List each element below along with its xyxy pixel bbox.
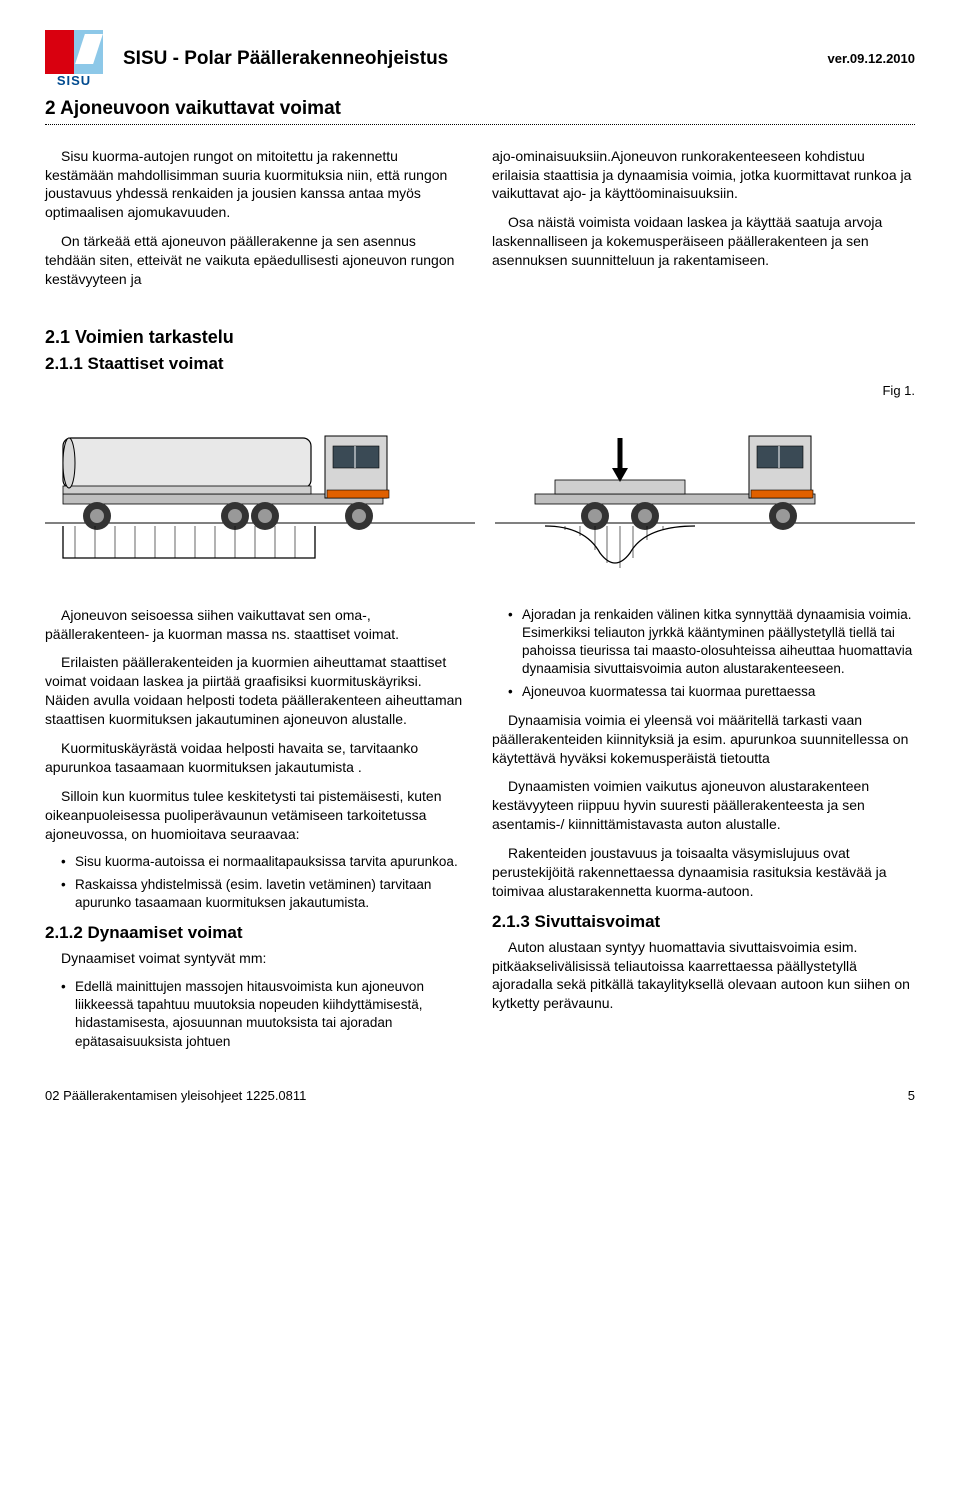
truck-tractor-diagram [495, 408, 915, 578]
sisu-logo: SISU [45, 30, 103, 88]
intro-left-p1: Sisu kuorma-autojen rungot on mitoitettu… [45, 147, 468, 223]
page-header: SISU SISU - Polar Päällerakenneohjeistus… [45, 30, 915, 88]
doc-version: ver.09.12.2010 [828, 50, 915, 68]
intro-left-p2: On tärkeää että ajoneuvon päällerakenne … [45, 232, 468, 289]
body-columns: Ajoneuvon seisoessa siihen vaikuttavat s… [45, 606, 915, 1061]
footer-page-number: 5 [908, 1087, 915, 1105]
lr-p1: Dynaamisia voimia ei yleensä voi määrite… [492, 711, 915, 768]
lr-p2: Dynaamisten voimien vaikutus ajoneuvon a… [492, 777, 915, 834]
doc-title: SISU - Polar Päällerakenneohjeistus [123, 46, 828, 72]
intro-right-p2: Osa näistä voimista voidaan laskea ja kä… [492, 213, 915, 270]
ll-p2: Erilaisten päällerakenteiden ja kuormien… [45, 653, 468, 729]
heading-2-1: 2.1 Voimien tarkastelu [45, 325, 915, 349]
truck-tanker-diagram [45, 408, 475, 578]
list-item: Edellä mainittujen massojen hitausvoimis… [61, 978, 468, 1051]
ll-p3: Kuormituskäyrästä voidaa helposti havait… [45, 739, 468, 777]
section-2-title: 2 Ajoneuvoon vaikuttavat voimat [45, 96, 915, 122]
list-item: Ajoradan ja renkaiden välinen kitka synn… [508, 606, 915, 679]
lr-p4: Auton alustaan syntyy huomattavia sivutt… [492, 938, 915, 1014]
intro-right-p1: ajo-ominaisuuksiin.Ajoneuvon runkorakent… [492, 147, 915, 204]
list-item: Raskaissa yhdistelmissä (esim. lavetin v… [61, 876, 468, 912]
intro-columns: Sisu kuorma-autojen rungot on mitoitettu… [45, 147, 915, 299]
figure-1-label: Fig 1. [45, 382, 915, 400]
logo-text: SISU [45, 74, 103, 89]
page-footer: 02 Päällerakentamisen yleisohjeet 1225.0… [45, 1087, 915, 1105]
divider [45, 124, 915, 125]
ll-list-2: Edellä mainittujen massojen hitausvoimis… [45, 978, 468, 1051]
lr-list-1: Ajoradan ja renkaiden välinen kitka synn… [492, 606, 915, 701]
heading-2-1-1: 2.1.1 Staattiset voimat [45, 353, 915, 376]
ll-list-1: Sisu kuorma-autoissa ei normaalitapauksi… [45, 853, 468, 912]
list-item: Sisu kuorma-autoissa ei normaalitapauksi… [61, 853, 468, 871]
ll-p5: Dynaamiset voimat syntyvät mm: [45, 949, 468, 968]
list-item: Ajoneuvoa kuormatessa tai kuormaa purett… [508, 683, 915, 701]
ll-p1: Ajoneuvon seisoessa siihen vaikuttavat s… [45, 606, 468, 644]
footer-left: 02 Päällerakentamisen yleisohjeet 1225.0… [45, 1087, 306, 1105]
lr-p3: Rakenteiden joustavuus ja toisaalta väsy… [492, 844, 915, 901]
ll-p4: Silloin kun kuormitus tulee keskitetysti… [45, 787, 468, 844]
heading-2-1-3: 2.1.3 Sivuttaisvoimat [492, 911, 915, 934]
figure-1 [45, 408, 915, 578]
heading-2-1-2: 2.1.2 Dynaamiset voimat [45, 922, 468, 945]
